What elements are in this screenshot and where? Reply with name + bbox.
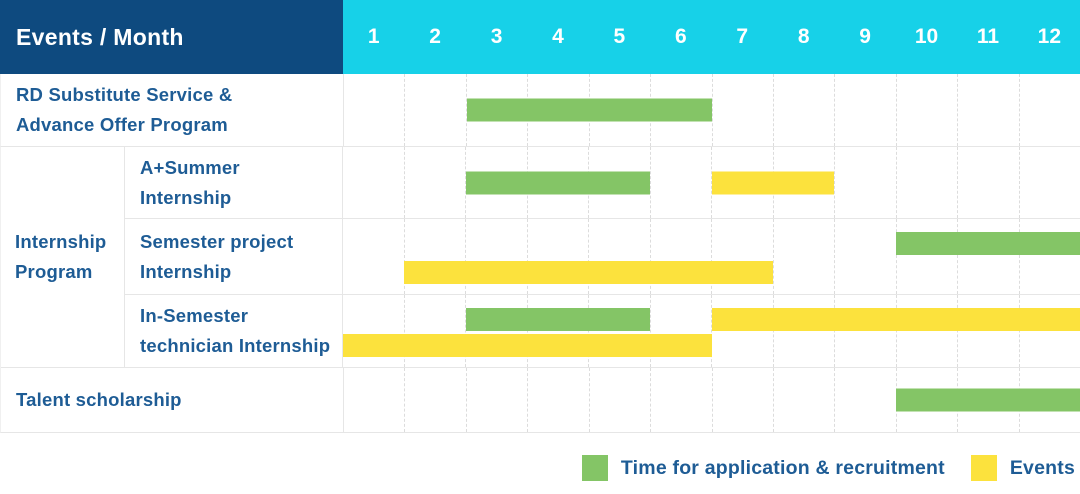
month-grid-cell (344, 74, 404, 146)
month-grid-cell (465, 147, 527, 218)
month-header-cell: 7 (736, 25, 749, 48)
row-label: Talent scholarship (16, 389, 182, 410)
header-title: Events / Month (0, 0, 343, 74)
month-grid-cell (527, 368, 588, 432)
month-grid-cell (649, 147, 712, 218)
month-grid-cell (465, 368, 527, 432)
month-grid-cell (1018, 74, 1080, 146)
application-bar (466, 98, 712, 122)
month-header-cell: 4 (552, 25, 564, 48)
month-header-cell: 9 (859, 25, 871, 48)
month-grid-cell (834, 147, 896, 218)
month-grid-cell (588, 219, 650, 294)
legend-events-swatch (970, 455, 997, 481)
month-grid-cell (1018, 295, 1080, 367)
month-header-row: 1 2 3 4 5 6 7 8 9 10 11 12 (343, 0, 1080, 74)
month-track (342, 147, 1080, 218)
application-bar (895, 232, 1080, 255)
month-track (342, 219, 1080, 294)
month-grid-cell (344, 368, 404, 432)
month-grid-cell (957, 219, 1019, 294)
event-bar (343, 334, 712, 357)
month-grid-cell (588, 368, 650, 432)
month-grid-cell (711, 147, 773, 218)
table-row: In-Semester technician Internship (125, 295, 1080, 368)
row-label: RD Substitute Service & Advance Offer Pr… (16, 84, 233, 135)
month-grid-cell (650, 368, 711, 432)
month-grid-cell (526, 219, 589, 294)
group-label: Internship Program (1, 147, 125, 368)
month-header-cell: 10 (914, 25, 939, 48)
month-grid-cell (895, 219, 958, 294)
month-grid-cell (649, 295, 712, 367)
month-header-cell: 6 (674, 25, 687, 48)
month-grid-cell (526, 295, 589, 367)
legend-events-label: Events (1009, 456, 1075, 479)
month-header-cell: 8 (797, 25, 810, 48)
month-grid-cell (465, 219, 527, 294)
event-bar (404, 261, 773, 284)
table-row: Semester project Internship (125, 219, 1080, 295)
month-header-cell: 1 (367, 25, 380, 48)
month-grid-cell (834, 368, 895, 432)
month-grid-cell (895, 147, 958, 218)
row-label: Semester project Internship (140, 230, 294, 282)
month-grid-cell (957, 147, 1019, 218)
month-grid-cell (343, 147, 404, 218)
month-grid-cell (772, 295, 835, 367)
month-grid-cell (343, 219, 404, 294)
month-track (343, 74, 1080, 146)
month-grid-cell (957, 74, 1018, 146)
month-grid-cell (403, 219, 466, 294)
month-grid-cell (403, 295, 466, 367)
month-grid-cell (1018, 147, 1080, 218)
event-bar (711, 171, 835, 194)
row-label: In-Semester technician Internship (140, 305, 331, 356)
month-header-cell: 2 (429, 25, 441, 48)
table-row: Talent scholarship (0, 368, 1080, 433)
application-bar (465, 308, 651, 331)
month-grid-cell (895, 74, 957, 146)
internship-program-group: Internship Program A+Summer Internship S… (0, 147, 1080, 368)
row-label: A+Summer Internship (140, 156, 240, 208)
month-grid-cell (588, 295, 650, 367)
header-row: Events / Month 1 2 3 4 5 6 7 8 9 10 11 12 (0, 0, 1080, 74)
month-grid-cell (834, 74, 895, 146)
event-bar (711, 308, 1080, 331)
month-header-cell: 3 (490, 25, 503, 48)
month-grid-cell (711, 295, 773, 367)
month-header-cell: 12 (1037, 25, 1062, 48)
month-header-cell: 11 (976, 25, 1000, 48)
month-grid-cell (772, 219, 835, 294)
month-grid-cell (465, 74, 527, 146)
month-grid-cell (957, 295, 1019, 367)
month-grid-cell (834, 295, 896, 367)
legend-application-swatch (581, 455, 608, 481)
table-row: RD Substitute Service & Advance Offer Pr… (0, 74, 1080, 147)
month-grid-cell (404, 368, 465, 432)
legend: Time for application & recruitment Event… (581, 452, 1075, 484)
month-grid-cell (404, 74, 465, 146)
month-grid-cell (649, 219, 712, 294)
month-grid-cell (895, 295, 958, 367)
month-header-cell: 5 (613, 25, 626, 48)
month-grid-cell (772, 368, 834, 432)
month-grid-cell (711, 219, 773, 294)
table-row: A+Summer Internship (125, 147, 1080, 219)
month-grid-cell (772, 74, 834, 146)
legend-application-label: Time for application & recruitment (620, 456, 945, 479)
application-bar (896, 388, 1080, 412)
application-bar (465, 171, 651, 194)
month-grid-cell (711, 74, 773, 146)
month-track (343, 368, 1080, 432)
month-grid-cell (711, 368, 773, 432)
month-grid-cell (465, 295, 527, 367)
month-track (342, 295, 1080, 367)
month-grid-cell (403, 147, 466, 218)
month-grid-cell (834, 219, 896, 294)
month-grid-cell (1018, 219, 1080, 294)
